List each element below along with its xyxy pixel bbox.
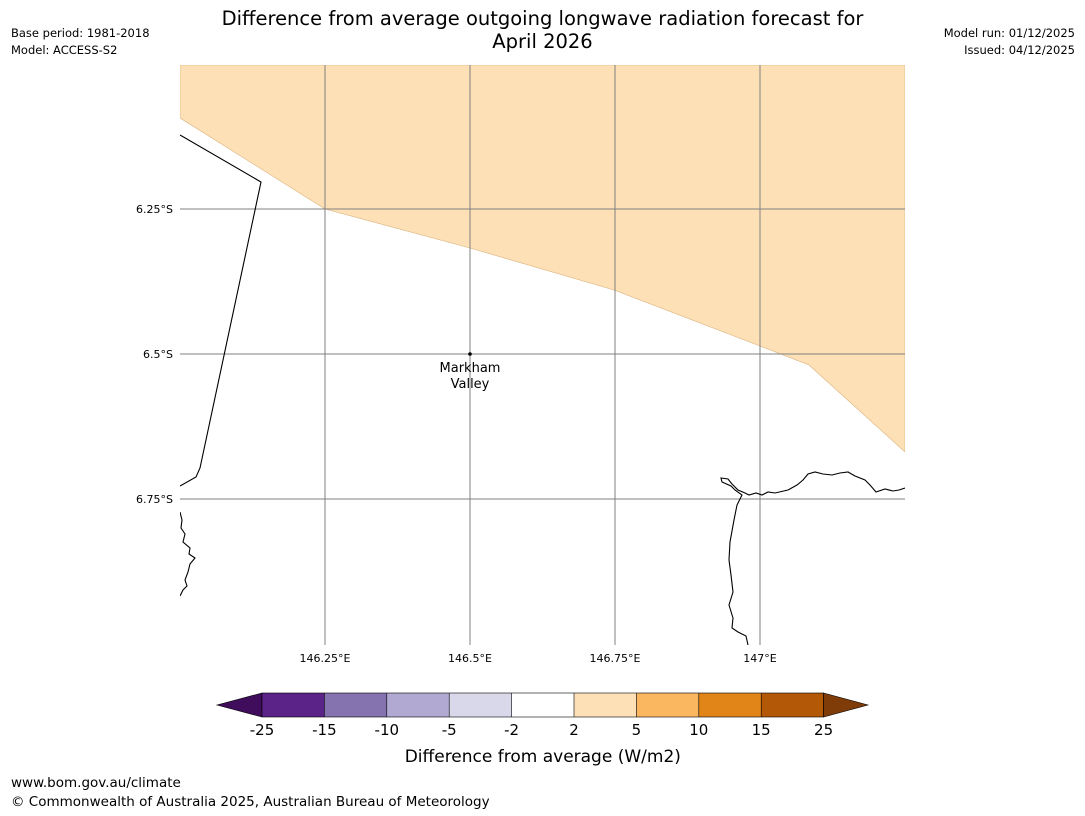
colorbar-extend-high bbox=[823, 692, 870, 718]
model-run-info: Model run: 01/12/2025 Issued: 04/12/2025 bbox=[944, 25, 1075, 59]
border-line bbox=[180, 134, 262, 487]
colorbar-swatch bbox=[698, 693, 762, 717]
lat-label: 6.5°S bbox=[143, 348, 173, 361]
lon-label: 146.75°E bbox=[590, 652, 641, 665]
markham-valley-label-line-2: Valley bbox=[451, 377, 490, 392]
lat-label: 6.75°S bbox=[136, 493, 173, 506]
forecast-map: Markham Valley 6.25°S 6.5°S 6.75°S 146.2… bbox=[136, 65, 905, 665]
map-title: Difference from average outgoing longwav… bbox=[0, 7, 1085, 53]
colorbar-tick-label: 5 bbox=[632, 721, 642, 739]
longitude-labels: 146.25°E 146.5°E 146.75°E 147°E bbox=[300, 652, 777, 665]
colorbar-tick-labels: -25 -15 -10 -5 -2 2 5 10 15 25 bbox=[250, 721, 833, 739]
longitude-gridlines bbox=[324, 65, 761, 645]
colorbar-extend-low bbox=[215, 692, 263, 718]
boundaries-and-coastlines bbox=[180, 134, 905, 645]
colorbar-tick-label: -2 bbox=[504, 721, 519, 739]
colorbar-tick-label: 15 bbox=[752, 721, 771, 739]
colorbar-tick-label: 2 bbox=[569, 721, 579, 739]
lon-label: 147°E bbox=[743, 652, 776, 665]
lon-label: 146.25°E bbox=[300, 652, 351, 665]
lon-label: 146.5°E bbox=[448, 652, 492, 665]
map-title-line-2: April 2026 bbox=[492, 30, 593, 53]
coastline-west bbox=[180, 511, 196, 597]
model-text: Model: ACCESS-S2 bbox=[11, 43, 118, 57]
footer: www.bom.gov.au/climate © Commonwealth of… bbox=[11, 774, 490, 812]
footer-copyright: © Commonwealth of Australia 2025, Austra… bbox=[11, 794, 490, 810]
colorbar-tick-label: 10 bbox=[689, 721, 708, 739]
colorbar-swatch bbox=[636, 693, 699, 717]
colorbar-tick-label: -5 bbox=[442, 721, 457, 739]
coastline-east bbox=[720, 471, 905, 645]
latitude-labels: 6.25°S 6.5°S 6.75°S bbox=[136, 203, 173, 506]
lat-label: 6.25°S bbox=[136, 203, 173, 216]
colorbar-dividers bbox=[324, 693, 762, 717]
colorbar-swatch bbox=[324, 693, 387, 717]
model-run-text: Model run: 01/12/2025 bbox=[943, 26, 1075, 40]
map-title-line-1: Difference from average outgoing longwav… bbox=[221, 7, 864, 30]
colorbar-tick-label: -10 bbox=[375, 721, 400, 739]
markham-valley-point: Markham Valley bbox=[440, 352, 501, 392]
colorbar-tick-label: 25 bbox=[814, 721, 833, 739]
markham-valley-dot bbox=[468, 352, 472, 356]
colorbar-swatch bbox=[511, 693, 574, 717]
issued-text: Issued: 04/12/2025 bbox=[964, 43, 1075, 57]
base-period-info: Base period: 1981-2018 Model: ACCESS-S2 bbox=[11, 25, 150, 59]
colorbar-swatch bbox=[574, 693, 637, 717]
latitude-gridlines bbox=[180, 208, 905, 500]
footer-url: www.bom.gov.au/climate bbox=[11, 775, 181, 791]
colorbar-outline bbox=[261, 692, 824, 718]
colorbar-label: Difference from average (W/m2) bbox=[405, 747, 681, 767]
colorbar-tick-label: -15 bbox=[312, 721, 337, 739]
markham-valley-label-line-1: Markham bbox=[440, 361, 501, 376]
colorbar-swatch bbox=[386, 693, 450, 717]
base-period-text: Base period: 1981-2018 bbox=[11, 26, 150, 40]
colorbar-swatch bbox=[449, 693, 512, 717]
colorbar-segments bbox=[215, 692, 870, 718]
colorbar-swatch bbox=[761, 693, 824, 717]
anomaly-region-2-to-5 bbox=[180, 65, 905, 453]
colorbar-swatch bbox=[262, 693, 325, 717]
colorbar-tick-label: -25 bbox=[250, 721, 275, 739]
